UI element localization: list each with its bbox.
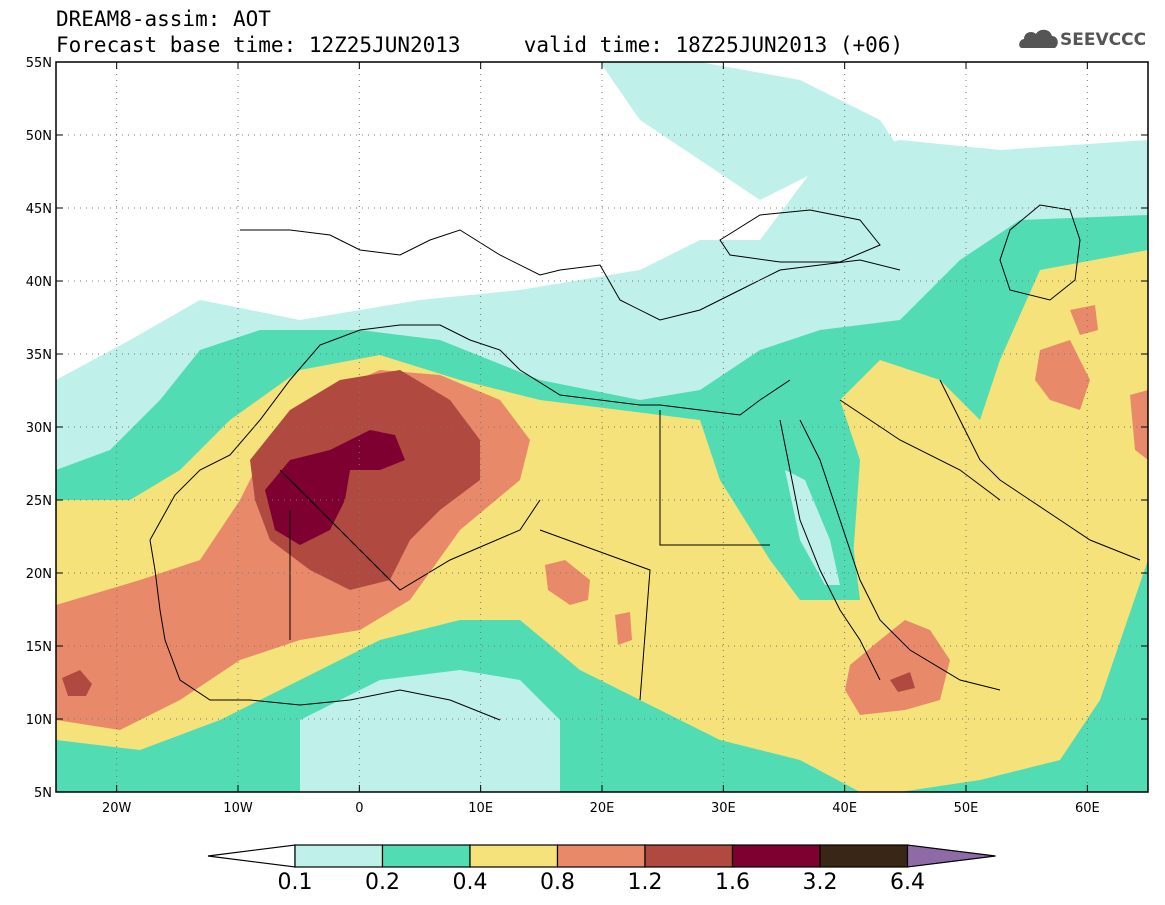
colorbar-segment — [731, 844, 821, 868]
aot-field-0.8-chad — [615, 612, 632, 645]
lat-label: 50N — [26, 129, 52, 144]
colorbar-segment — [644, 844, 734, 868]
coast-africa-west — [149, 539, 501, 721]
aot-field-0.8-east — [1130, 390, 1148, 460]
aot-field-0.1-sahel — [300, 670, 560, 792]
graticule — [56, 62, 1148, 792]
lat-label: 20N — [26, 567, 52, 582]
lon-label: 10E — [468, 801, 493, 816]
colorbar-segment — [294, 844, 384, 868]
coastlines — [149, 204, 1141, 721]
coast-redsea-west — [779, 419, 881, 681]
lon-label: 20E — [590, 801, 615, 816]
colorbar-label: 3.2 — [802, 870, 838, 895]
colorbar-label: 1.2 — [627, 870, 663, 895]
aot-field-0.1-redsea — [785, 470, 840, 585]
aot-field-0.1-north — [600, 62, 900, 200]
border-sahara-3 — [659, 410, 770, 546]
colorbar-right-arrow — [906, 844, 996, 868]
colorbar-label: 0.4 — [452, 870, 488, 895]
border-sahara-1 — [279, 469, 541, 591]
colorbar-label: 6.4 — [890, 870, 925, 895]
axis-ticks — [56, 61, 1148, 793]
lat-label: 35N — [26, 348, 52, 363]
colorbar-segment — [819, 844, 909, 868]
aot-field-0.8-iran — [1035, 340, 1090, 410]
lon-label: 60E — [1075, 801, 1100, 816]
aot-field-0.8-sudan — [545, 560, 590, 605]
coast-blacksea — [719, 209, 881, 263]
lat-label: 15N — [26, 640, 52, 655]
colorbar-label: 0.1 — [277, 870, 313, 895]
lon-label: 30E — [711, 801, 736, 816]
coast-arabia-east — [939, 379, 1141, 561]
cloud-logo-icon — [1019, 29, 1058, 48]
colorbar-segment — [381, 844, 471, 868]
aot-fields — [56, 62, 1148, 792]
lon-label: 20W — [102, 801, 132, 816]
colorbar-label: 1.6 — [715, 870, 750, 895]
logo-text: SEEVCCC — [1060, 30, 1147, 50]
aot-field-1.2-yemen — [890, 672, 915, 692]
lat-label: 30N — [26, 421, 52, 436]
colorbar-label: 0.2 — [365, 870, 400, 895]
lon-label: 40E — [832, 801, 857, 816]
lat-label: 45N — [26, 202, 52, 217]
latitude-labels: 5N 10N 15N 20N 25N 30N 35N 40N 45N 50N 55N — [26, 56, 52, 801]
aot-field-1.2-mauritania-core — [62, 670, 92, 696]
aot-field-1.6 — [265, 430, 405, 545]
colorbar — [207, 844, 996, 868]
lon-label: 0 — [355, 801, 363, 816]
coast-caspian — [999, 204, 1081, 301]
lat-label: 40N — [26, 275, 52, 290]
aot-field-0.8-iran2 — [1070, 305, 1098, 335]
title-line-1: DREAM8-assim: AOT — [56, 7, 271, 31]
lon-label: 50E — [954, 801, 979, 816]
lon-label: 10W — [223, 801, 253, 816]
aot-field-0.8-yemen — [845, 620, 950, 715]
coast-europe — [240, 229, 901, 321]
lat-label: 55N — [26, 56, 52, 71]
colorbar-segment — [469, 844, 559, 868]
coast-africa-north — [149, 324, 791, 541]
title-line-2: Forecast base time: 12Z25JUN2013 valid t… — [56, 33, 904, 57]
border-sahara-4 — [539, 529, 651, 701]
lat-label: 5N — [34, 786, 52, 801]
coast-redsea-east — [799, 419, 1001, 691]
longitude-labels: 20W 10W 0 10E 20E 30E 40E 50E 60E — [102, 801, 1100, 816]
lat-label: 25N — [26, 494, 52, 509]
lat-label: 10N — [26, 713, 52, 728]
border-arabia — [839, 399, 1001, 501]
colorbar-label: 0.8 — [540, 870, 575, 895]
colorbar-left-arrow — [207, 844, 296, 868]
colorbar-segment — [556, 844, 646, 868]
